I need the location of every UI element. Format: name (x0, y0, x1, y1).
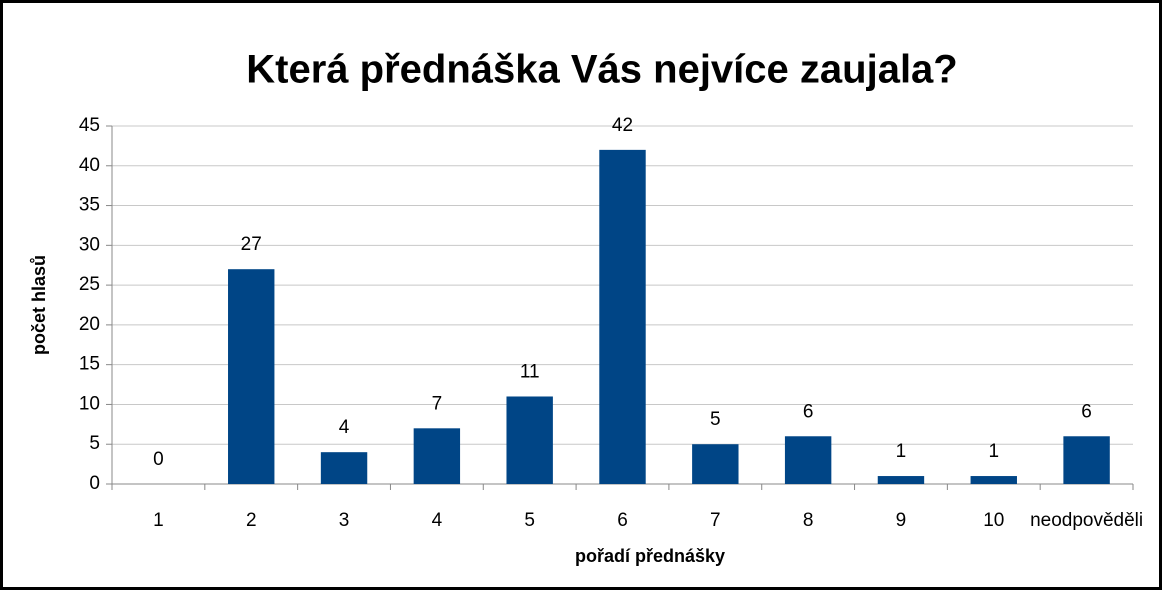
data-label: 11 (520, 362, 540, 383)
data-label: 6 (1081, 401, 1092, 422)
chart-title: Která přednáška Vás nejvíce zaujala? (246, 48, 957, 92)
data-label: 42 (612, 115, 633, 136)
data-label: 0 (153, 449, 164, 470)
y-tick-label: 25 (79, 274, 100, 295)
y-tick-label: 40 (79, 155, 100, 176)
x-tick-label: 2 (246, 510, 257, 531)
x-tick-label: 3 (339, 510, 350, 531)
bar (692, 444, 739, 484)
bar (1063, 436, 1110, 484)
bar (228, 269, 275, 484)
y-tick-label: 45 (79, 115, 100, 136)
y-tick-label: 30 (79, 234, 100, 255)
x-axis-label: pořadí přednášky (575, 546, 725, 566)
y-tick-label: 35 (79, 195, 100, 216)
y-tick-label: 10 (79, 393, 100, 414)
y-tick-label: 0 (89, 473, 100, 494)
bar (320, 452, 368, 484)
x-tick-label: 10 (983, 510, 1004, 531)
bar (877, 476, 925, 484)
x-tick-label: 7 (710, 510, 721, 531)
data-label: 27 (241, 234, 262, 255)
x-tick-label: 8 (803, 510, 814, 531)
y-axis-label: počet hlasů (29, 255, 49, 355)
data-label: 5 (710, 409, 721, 430)
y-tick-label: 20 (79, 314, 100, 335)
data-label: 1 (988, 441, 999, 462)
data-label: 1 (896, 441, 907, 462)
y-tick-label: 15 (79, 354, 100, 375)
bar (970, 476, 1017, 484)
x-tick-label: 9 (896, 510, 907, 531)
x-tick-label: 5 (524, 510, 535, 531)
bar (599, 149, 646, 484)
data-label: 6 (803, 401, 814, 422)
x-tick-label: 1 (153, 510, 164, 531)
data-label: 7 (432, 393, 443, 414)
bar (413, 428, 461, 484)
y-tick-label: 5 (89, 433, 100, 454)
bar (784, 436, 832, 484)
bar (506, 396, 553, 484)
data-label: 4 (339, 417, 350, 438)
x-tick-label: 6 (617, 510, 628, 531)
x-tick-label: 4 (432, 510, 443, 531)
x-tick-label: neodpověděli (1030, 510, 1143, 531)
